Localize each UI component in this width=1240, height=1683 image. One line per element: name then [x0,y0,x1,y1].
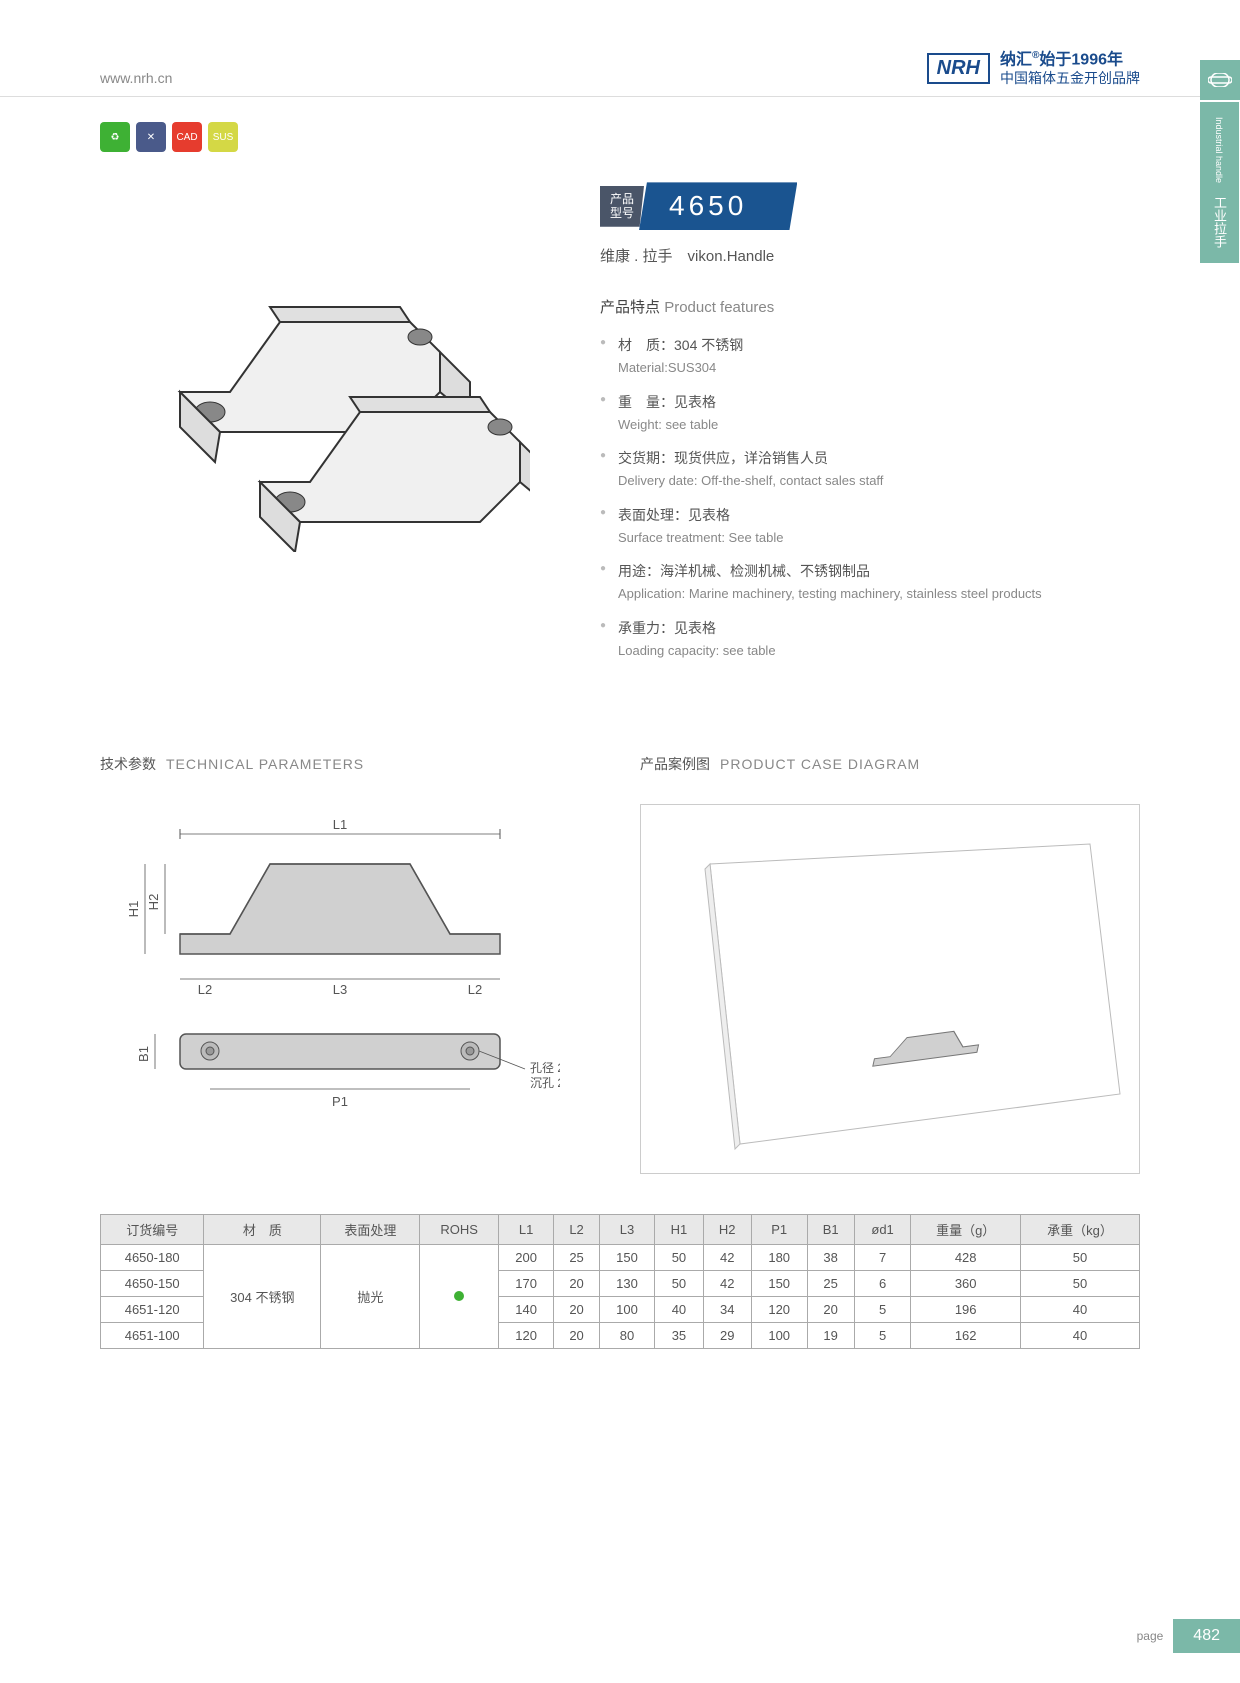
table-header-cell: H1 [655,1215,703,1245]
page-number: 482 [1173,1619,1240,1653]
brand-logo: NRH [927,53,990,84]
eco-icon: ♻ [100,122,130,152]
feature-item: 重 量：见表格Weight: see table [600,392,1140,435]
table-header-cell: B1 [807,1215,854,1245]
cross-icon: ✕ [136,122,166,152]
case-title: 产品案例图PRODUCT CASE DIAGRAM [640,754,1140,774]
page-footer: page 482 [1137,1619,1240,1653]
case-diagram [640,804,1140,1174]
url-text: www.nrh.cn [100,70,172,86]
model-label: 产品 型号 [600,186,644,227]
feature-item: 交货期：现货供应，详洽销售人员Delivery date: Off-the-sh… [600,448,1140,491]
table-header-cell: 订货编号 [101,1215,204,1245]
badge-row: ♻ ✕ CAD SUS [0,97,1240,152]
svg-text:L2: L2 [198,982,212,997]
sections-row: 技术参数TECHNICAL PARAMETERS L1 L2 L3 L2 [0,674,1240,1174]
svg-text:H2: H2 [146,894,161,911]
product-row: 产品 型号 4650 维康 . 拉手 vikon.Handle 产品特点 Pro… [0,152,1240,674]
table-header-cell: P1 [751,1215,807,1245]
svg-text:B1: B1 [136,1046,151,1062]
svg-text:L3: L3 [333,982,347,997]
spec-table: 订货编号材 质表面处理ROHSL1L2L3H1H2P1B1ød1重量（g）承重（… [100,1214,1140,1349]
sus-icon: SUS [208,122,238,152]
page-label: page [1137,1629,1164,1643]
product-info: 产品 型号 4650 维康 . 拉手 vikon.Handle 产品特点 Pro… [600,182,1140,674]
table-row: 4650-180304 不锈钢抛光20025150504218038742850 [101,1245,1140,1271]
brand-block: NRH 纳汇®始于1996年 中国箱体五金开创品牌 [927,50,1140,86]
svg-text:孔径 2*ød1: 孔径 2*ød1 [530,1061,560,1075]
svg-text:L1: L1 [333,817,347,832]
table-header-cell: ød1 [854,1215,911,1245]
table-header-cell: L1 [498,1215,554,1245]
table-header-cell: ROHS [420,1215,498,1245]
table-header-cell: L3 [599,1215,655,1245]
table-header-cell: H2 [703,1215,751,1245]
case-section: 产品案例图PRODUCT CASE DIAGRAM [640,754,1140,1174]
table-header-cell: 表面处理 [321,1215,420,1245]
features-list: 材 质：304 不锈钢Material:SUS304 重 量：见表格Weight:… [600,335,1140,660]
side-tab: Industrial handle 工业拉手 [1200,60,1240,263]
svg-text:沉孔 2*ød2: 沉孔 2*ød2 [530,1076,560,1090]
page-header: www.nrh.cn NRH 纳汇®始于1996年 中国箱体五金开创品牌 [0,0,1240,97]
table-header-cell: 材 质 [204,1215,321,1245]
tech-diagram: L1 L2 L3 L2 H1 H2 B1 [100,804,600,1144]
table-header-row: 订货编号材 质表面处理ROHSL1L2L3H1H2P1B1ød1重量（g）承重（… [101,1215,1140,1245]
tech-section: 技术参数TECHNICAL PARAMETERS L1 L2 L3 L2 [100,754,600,1174]
rohs-dot-icon [454,1291,464,1301]
brand-text: 纳汇®始于1996年 中国箱体五金开创品牌 [1000,50,1140,86]
cad-icon: CAD [172,122,202,152]
table-body: 4650-180304 不锈钢抛光20025150504218038742850… [101,1245,1140,1349]
model-number: 4650 [639,182,797,230]
table-header-cell: 承重（kg） [1020,1215,1139,1245]
tech-title: 技术参数TECHNICAL PARAMETERS [100,754,600,774]
model-badge: 产品 型号 4650 [600,182,1140,230]
side-tab-label: Industrial handle 工业拉手 [1200,102,1239,263]
svg-text:L2: L2 [468,982,482,997]
product-image [100,182,560,602]
feature-item: 表面处理：见表格Surface treatment: See table [600,505,1140,548]
svg-text:H1: H1 [126,901,141,918]
table-header-cell: 重量（g） [911,1215,1021,1245]
handle-icon [1200,60,1240,100]
feature-item: 用途：海洋机械、检测机械、不锈钢制品Application: Marine ma… [600,561,1140,604]
feature-item: 承重力：见表格Loading capacity: see table [600,618,1140,661]
feature-item: 材 质：304 不锈钢Material:SUS304 [600,335,1140,378]
table-header-cell: L2 [554,1215,599,1245]
svg-text:P1: P1 [332,1094,348,1109]
features-title: 产品特点 Product features [600,296,1140,317]
product-name: 维康 . 拉手 vikon.Handle [600,245,1140,266]
